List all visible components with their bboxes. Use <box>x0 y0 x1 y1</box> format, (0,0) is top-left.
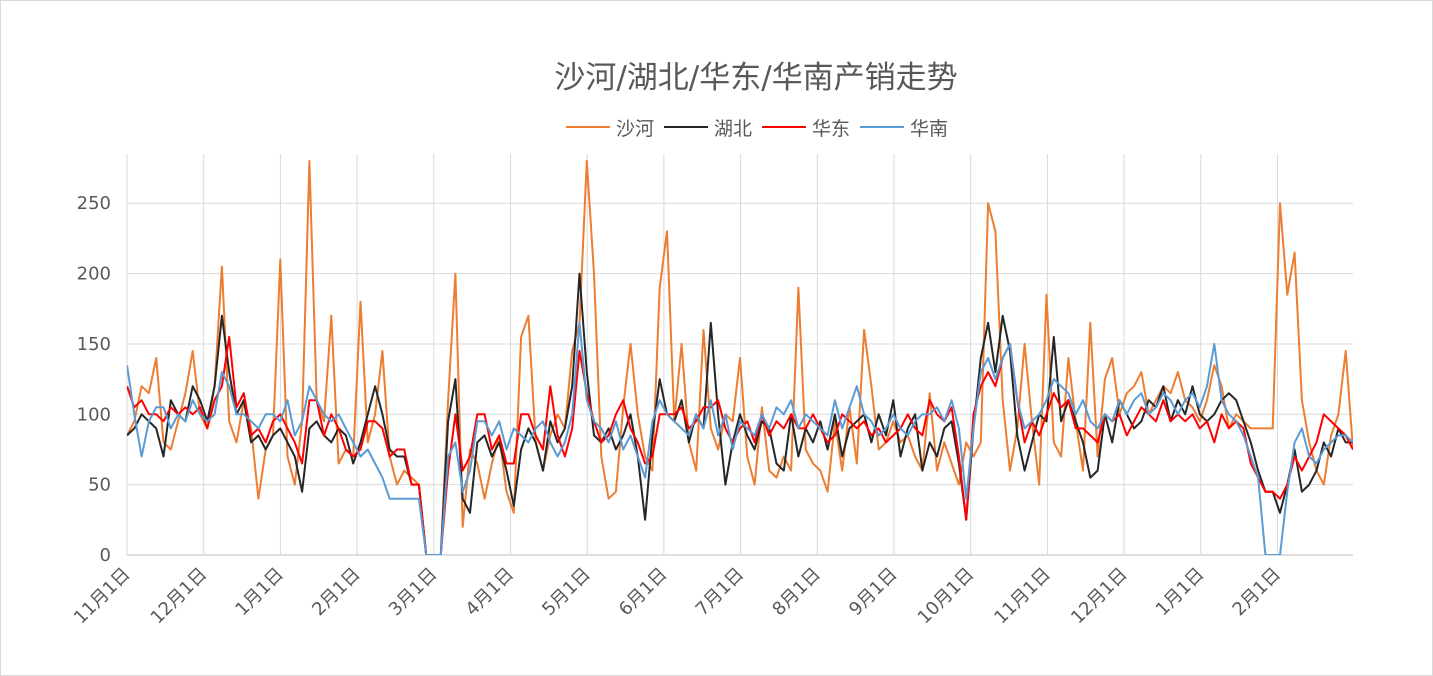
x-tick-label: 3月1日 <box>385 564 442 621</box>
x-tick-label: 1月1日 <box>231 564 288 621</box>
legend-label: 湖北 <box>714 117 753 140</box>
y-tick-label: 50 <box>88 475 111 496</box>
x-tick-label: 1月1日 <box>1152 564 1209 621</box>
legend-label: 华东 <box>812 117 851 140</box>
legend-label: 沙河 <box>616 117 655 140</box>
x-tick-label: 6月1日 <box>615 564 672 621</box>
chart-title: 沙河/湖北/华东/华南产销走势 <box>554 60 958 96</box>
series-line-1 <box>127 160 1353 555</box>
legend-swatch <box>762 126 807 128</box>
legend-item: 华南 <box>860 114 948 141</box>
x-tick-label: 10月1日 <box>914 564 979 629</box>
legend-item: 华东 <box>762 114 850 141</box>
y-tick-label: 250 <box>77 193 111 214</box>
legend-swatch <box>664 126 709 128</box>
series-line-4 <box>127 321 1353 555</box>
legend-swatch <box>566 126 610 128</box>
x-tick-label: 7月1日 <box>692 564 749 621</box>
x-tick-label: 11月1日 <box>70 564 135 629</box>
legend-item: 湖北 <box>664 114 752 141</box>
y-tick-label: 0 <box>100 545 111 566</box>
y-tick-label: 100 <box>77 404 111 425</box>
x-tick-label: 11月1日 <box>990 564 1055 629</box>
x-tick-label: 2月1日 <box>308 564 365 621</box>
x-tick-label: 4月1日 <box>462 564 519 621</box>
x-tick-label: 9月1日 <box>845 564 902 621</box>
x-tick-label: 12月1日 <box>147 564 212 629</box>
legend-label: 华南 <box>910 117 949 140</box>
legend-item: 沙河 <box>566 114 654 141</box>
series-line-2 <box>127 272 1353 555</box>
chart-legend: 沙河 湖北 华东 华南 <box>566 114 958 140</box>
x-tick-label: 8月1日 <box>768 564 825 621</box>
x-tick-label: 5月1日 <box>538 564 595 621</box>
y-tick-label: 150 <box>77 334 111 355</box>
legend-swatch <box>860 126 905 128</box>
x-tick-label: 12月1日 <box>1067 564 1132 629</box>
x-tick-label: 2月1日 <box>1229 564 1286 621</box>
y-tick-label: 200 <box>77 264 111 285</box>
